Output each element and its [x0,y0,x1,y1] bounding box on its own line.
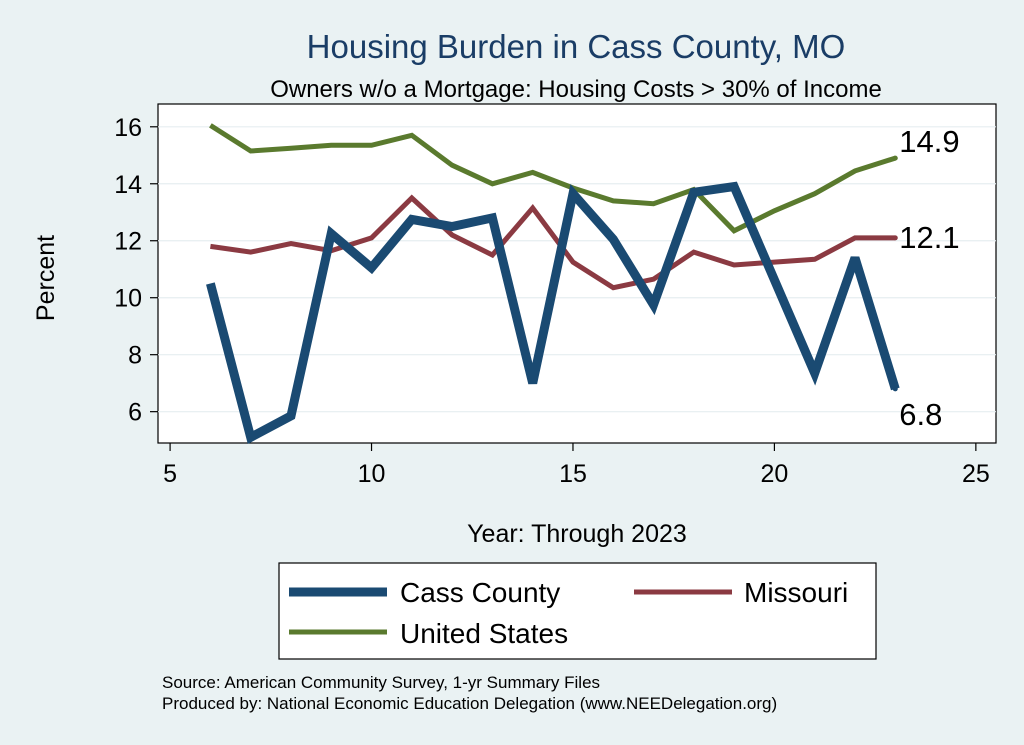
end-label-cass-county: 6.8 [899,397,942,432]
x-tick-label-10: 10 [358,460,386,488]
x-tick-label-15: 15 [559,460,587,488]
legend-label-missouri: Missouri [744,577,848,608]
plot-area [157,103,997,444]
legend-label-united-states: United States [400,618,568,649]
x-tick-label-25: 25 [962,460,990,488]
y-tick-label-16: 16 [114,114,142,142]
y-tick-label-12: 12 [114,228,142,256]
end-label-united-states: 14.9 [899,124,959,159]
y-axis-title: Percent [32,235,60,321]
grid-lines [158,126,996,413]
end-point-united-states [892,155,898,161]
series-lines [206,123,900,444]
y-tick-label-6: 6 [128,399,142,427]
series-line-cass-county [206,181,900,444]
producer-note: Produced by: National Economic Education… [162,694,777,713]
x-tick-label-5: 5 [163,460,177,488]
axes: 6 8 10 12 14 16 5 10 15 20 25 [114,114,990,488]
legend-box [278,562,877,660]
end-label-missouri: 12.1 [899,220,959,255]
end-point-missouri [892,235,898,241]
x-axis-title: Year: Through 2023 [467,520,687,548]
chart-title: Housing Burden in Cass County, MO [307,28,846,65]
legend: Cass County Missouri United States [278,562,877,660]
series-line-united-states [209,123,897,234]
x-tick-label-20: 20 [761,460,789,488]
y-tick-label-8: 8 [128,342,142,370]
source-note: Source: American Community Survey, 1-yr … [162,673,600,692]
y-tick-label-14: 14 [114,171,142,199]
y-tick-label-10: 10 [114,285,142,313]
chart-subtitle: Owners w/o a Mortgage: Housing Costs > 3… [270,76,882,103]
end-labels: 6.8 12.1 14.9 [892,124,960,432]
legend-label-cass-county: Cass County [400,577,560,608]
end-point-cass-county [892,386,898,392]
